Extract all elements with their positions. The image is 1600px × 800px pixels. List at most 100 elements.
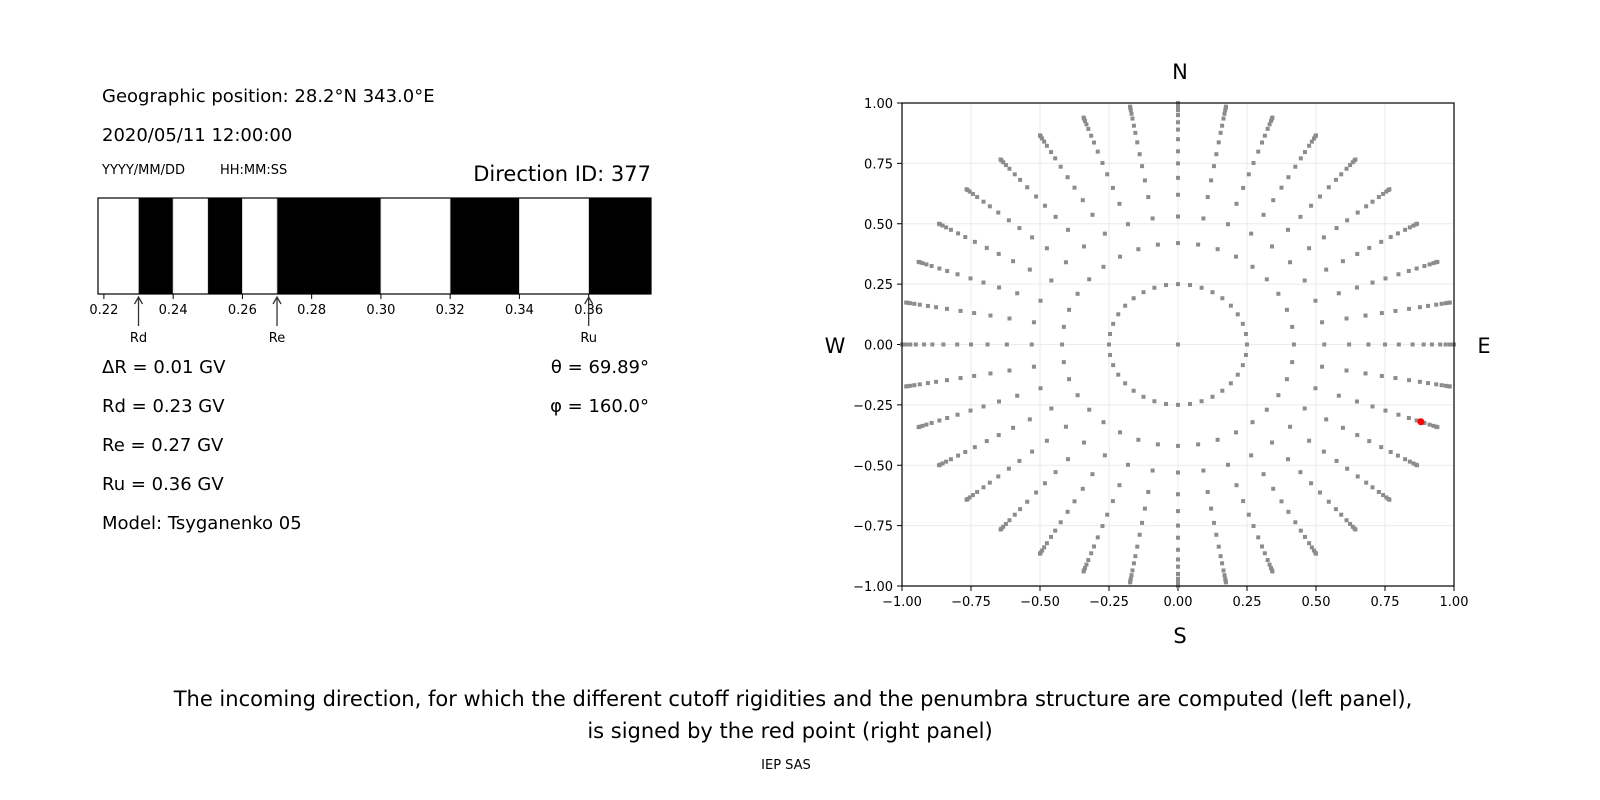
direction-point <box>1285 227 1290 232</box>
direction-point <box>1176 104 1180 109</box>
direction-point <box>1075 291 1080 296</box>
direction-point <box>1381 191 1386 196</box>
direction-point <box>1285 457 1290 462</box>
direction-point <box>972 445 977 450</box>
direction-point <box>1434 302 1439 307</box>
direction-point <box>1324 267 1329 272</box>
direction-point <box>1290 360 1295 365</box>
direction-point <box>936 221 941 226</box>
direction-point <box>944 459 949 464</box>
x-tick-label: 0.32 <box>436 303 465 318</box>
direction-point <box>1215 437 1220 442</box>
direction-point <box>1286 509 1291 514</box>
direction-point <box>1152 285 1157 290</box>
direction-point <box>1209 506 1214 511</box>
direction-point <box>940 223 945 228</box>
direction-point <box>1176 113 1180 118</box>
direction-point <box>1117 201 1122 206</box>
datetime: 2020/05/11 12:00:00 <box>102 125 292 146</box>
direction-point <box>1261 212 1266 217</box>
direction-point <box>1414 418 1419 423</box>
y-tick-label: −0.25 <box>853 399 893 414</box>
direction-point <box>1131 296 1136 301</box>
x-tick-label: 0.30 <box>366 303 395 318</box>
y-tick-label: 0.25 <box>864 278 893 293</box>
direction-point <box>1087 407 1092 412</box>
direction-point <box>1044 246 1049 251</box>
direction-point <box>1221 568 1226 573</box>
direction-point <box>908 301 913 306</box>
direction-point <box>963 449 968 454</box>
direction-point <box>920 423 925 428</box>
direction-point <box>1146 489 1151 494</box>
direction-point <box>1128 104 1133 109</box>
direction-point <box>1407 306 1412 311</box>
direction-point <box>1040 548 1045 553</box>
direction-point <box>934 305 939 310</box>
direction-point <box>1234 201 1239 206</box>
direction-point <box>1334 226 1339 231</box>
direction-point <box>1095 535 1100 540</box>
direction-point <box>1133 130 1138 135</box>
direction-point <box>1110 185 1115 190</box>
direction-point <box>1435 425 1440 430</box>
direction-point <box>1176 571 1180 576</box>
direction-point <box>1131 123 1136 128</box>
direction-point <box>1150 468 1155 473</box>
direction-point <box>1333 177 1338 182</box>
direction-point <box>1396 272 1401 277</box>
direction-point <box>970 191 975 196</box>
direction-point <box>1376 489 1381 494</box>
direction-point <box>1406 268 1411 273</box>
direction-point <box>916 259 921 264</box>
direction-point <box>1411 461 1416 466</box>
direction-point <box>1344 316 1349 321</box>
direction-point <box>930 342 935 347</box>
direction-point <box>997 285 1002 290</box>
direction-point <box>1090 212 1095 217</box>
direction-point <box>1199 285 1204 290</box>
direction-point <box>1271 486 1276 491</box>
direction-point <box>1140 164 1145 169</box>
direction-point <box>1223 108 1228 113</box>
direction-point <box>1443 383 1448 388</box>
direction-point <box>1042 203 1047 208</box>
direction-point <box>1321 235 1326 240</box>
direction-point <box>1091 140 1096 145</box>
direction-point <box>1012 512 1017 517</box>
direction-point <box>1130 116 1135 121</box>
direction-point <box>996 251 1001 256</box>
direction-point <box>1216 140 1221 145</box>
direction-point <box>1379 239 1384 244</box>
direction-point <box>1210 394 1215 399</box>
x-tick-label: 0.28 <box>297 303 326 318</box>
direction-point <box>1290 324 1295 329</box>
direction-point <box>1410 342 1415 347</box>
direction-point <box>1264 407 1269 412</box>
direction-point <box>1307 143 1312 148</box>
direction-point <box>1228 303 1233 308</box>
direction-point <box>1298 528 1303 533</box>
x-tick-label: 0.75 <box>1371 595 1400 610</box>
direction-point <box>1403 227 1408 232</box>
direction-point <box>1137 532 1142 537</box>
footer-credit: IEP SAS <box>761 758 811 773</box>
caption-line-1: The incoming direction, for which the di… <box>173 687 1413 711</box>
direction-point <box>1176 175 1180 180</box>
direction-point <box>1176 557 1180 562</box>
direction-point <box>1234 483 1239 488</box>
direction-point <box>1176 161 1180 166</box>
scatter-frame <box>901 102 1455 587</box>
direction-point <box>1176 535 1180 540</box>
direction-point <box>1176 547 1180 552</box>
direction-point <box>1150 216 1155 221</box>
direction-point <box>1226 462 1231 467</box>
direction-point <box>1067 377 1072 382</box>
direction-point <box>904 300 909 305</box>
direction-point <box>1309 545 1314 550</box>
marker-label-Re: Re <box>269 331 285 346</box>
direction-point <box>1214 532 1219 537</box>
direction-point <box>1311 136 1316 141</box>
direction-point <box>1314 551 1318 556</box>
direction-point <box>1333 507 1338 512</box>
